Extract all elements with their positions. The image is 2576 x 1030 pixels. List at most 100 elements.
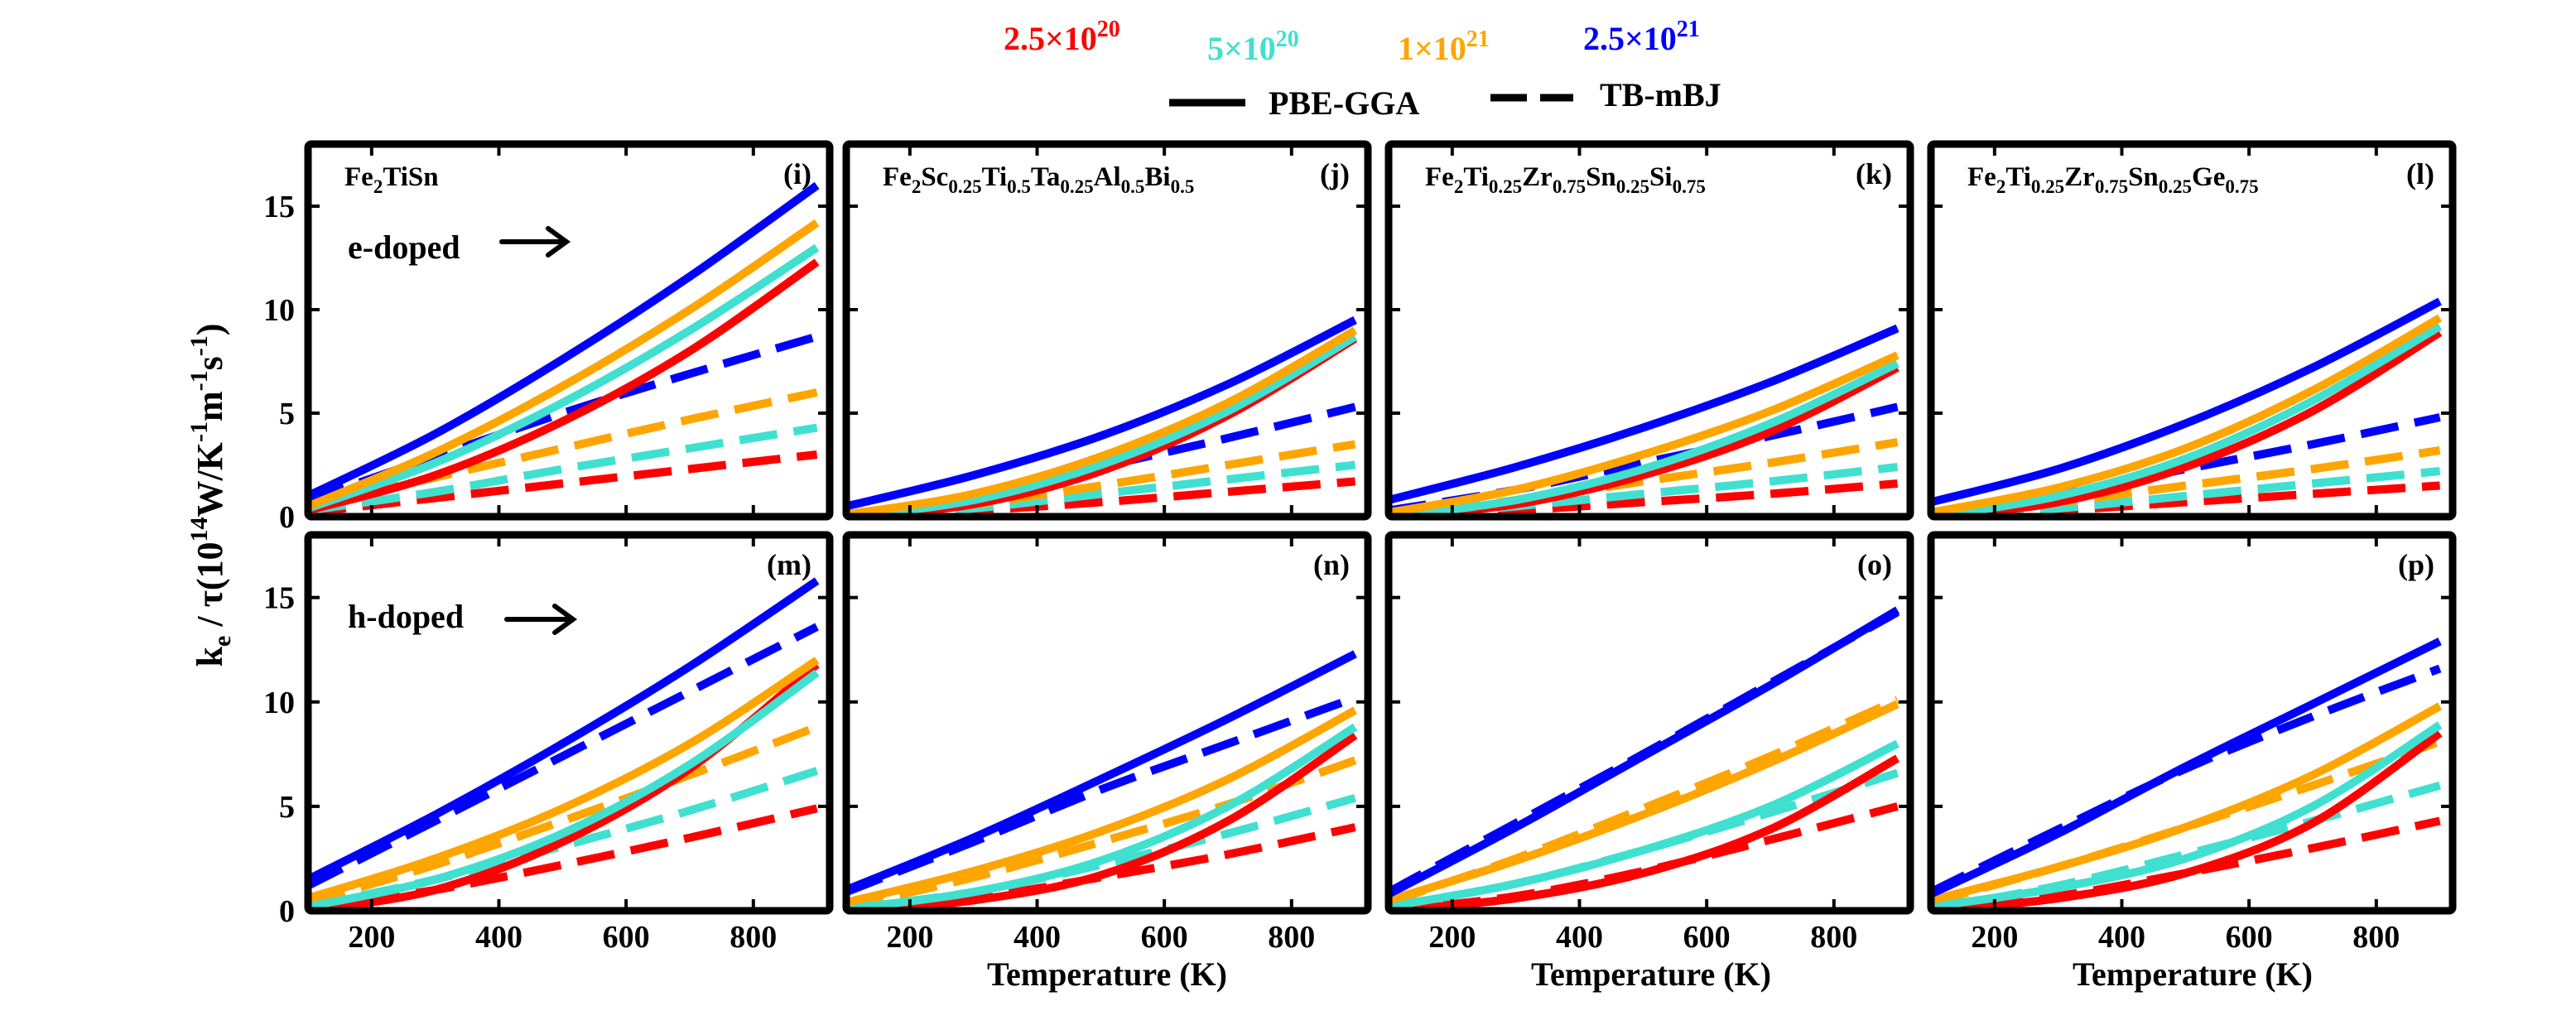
x-tick-label: 800: [1810, 920, 1857, 955]
series-line: [308, 181, 820, 500]
series-line: [1931, 329, 2443, 517]
panel-title: Fe2Sc0.25Ti0.5Ta0.25Al0.5Bi0.5: [883, 162, 1194, 197]
series-line: [308, 450, 818, 517]
x-tick-label: 600: [2226, 920, 2273, 955]
legend: 2.5×1020 5×1020 1×1021 2.5×1021 PBE-GGA …: [1004, 17, 1721, 122]
y-tick-label: 10: [263, 293, 295, 328]
panel-frame: [842, 140, 1372, 521]
x-tick-label: 200: [1428, 920, 1476, 955]
series-line: [1389, 359, 1899, 517]
series-line: [1931, 721, 2443, 911]
series-group: [1931, 638, 2443, 911]
series-line: [1931, 314, 2443, 517]
y-tick-label: 15: [263, 581, 295, 616]
panel-p: 200 400 600 800 (p): [1927, 531, 2457, 955]
panel-title: Fe2Ti0.25Zr0.75Sn0.25Ge0.75: [1967, 162, 2259, 197]
series-line: [846, 723, 1358, 911]
row-label-bottom: h-doped: [348, 598, 578, 635]
series-line: [846, 731, 1358, 911]
series-line: [308, 623, 819, 890]
series-line: [1931, 729, 2443, 911]
panel-tag: (o): [1857, 548, 1892, 581]
series-line: [1389, 351, 1899, 517]
series-line: [1389, 324, 1899, 504]
series-line: [308, 669, 820, 911]
x-tick-label: 400: [1014, 920, 1061, 955]
panel-title: Fe2Ti0.25Zr0.75Sn0.25Si0.75: [1425, 162, 1706, 197]
panel-m: 200 400 600 800 0 5 10 15 (m): [263, 531, 834, 955]
series-line: [1931, 322, 2443, 517]
series-line: [1389, 739, 1899, 911]
series-line: [308, 243, 820, 513]
x-tick-label: 800: [1268, 920, 1315, 955]
panel-l: (l) Fe2Ti0.25Zr0.75Sn0.25Ge0.75: [1927, 140, 2457, 521]
series-line: [1931, 297, 2442, 507]
series-group: [308, 181, 820, 517]
series-group: [1389, 606, 1900, 911]
panel-tag: (p): [2398, 548, 2434, 581]
x-axis-label-o: Temperature (K): [1531, 955, 1771, 993]
x-axis-label-p: Temperature (K): [2073, 955, 2313, 993]
panel-frame: [1927, 531, 2457, 915]
y-tick-label: 15: [263, 190, 295, 224]
panel-o: 200 400 600 800 (o): [1384, 531, 1914, 955]
panel-tag: (j): [1320, 157, 1350, 190]
series-group: [1389, 324, 1899, 517]
y-axis-label: ke / τ(1014W/K-1m-1s-1): [185, 324, 236, 667]
panel-frame: [304, 531, 834, 915]
series-line: [846, 326, 1358, 517]
series-line: [308, 577, 820, 883]
x-tick-label: 200: [1971, 920, 2018, 955]
y-tick-label: 5: [279, 790, 295, 825]
x-tick-label: 600: [1141, 920, 1188, 955]
panels: 0 5 10 15 (i) Fe2TiSn (j) Fe2Sc0.25Ti0.5Ta0.25A…: [263, 140, 2457, 955]
series-line: [1389, 754, 1900, 911]
series-line: [308, 258, 820, 515]
arrow-right-icon: [504, 604, 578, 635]
panel-j: (j) Fe2Sc0.25Ti0.5Ta0.25Al0.5Bi0.5: [842, 140, 1372, 521]
series-line: [846, 706, 1357, 907]
row-label-h-doped: h-doped: [348, 598, 464, 635]
x-tick-label: 400: [1556, 920, 1603, 955]
x-tick-label: 800: [2352, 920, 2400, 955]
legend-method-pbe: PBE-GGA: [1269, 84, 1419, 122]
x-tick-label: 400: [475, 920, 522, 955]
series-group: [308, 577, 820, 911]
series-line: [308, 423, 818, 515]
row-label-top: e-doped: [348, 226, 571, 266]
legend-conc-3: 1×1021: [1398, 26, 1490, 67]
x-tick-label: 200: [886, 920, 933, 955]
panel-frame: [1927, 140, 2457, 521]
legend-conc-4: 2.5×1021: [1583, 17, 1700, 57]
x-tick-label: 400: [2098, 920, 2145, 955]
legend-conc-1: 2.5×1020: [1004, 17, 1120, 57]
panel-frame: [842, 531, 1372, 915]
panel-tag: (k): [1856, 157, 1892, 190]
legend-method-tbmbj: TB-mBJ: [1600, 76, 1721, 113]
panel-tag: (m): [767, 548, 811, 581]
panel-n: 200 400 600 800 (n): [842, 531, 1372, 955]
series-line: [1389, 606, 1900, 898]
series-group: [846, 650, 1358, 911]
panel-frame: [1384, 531, 1914, 915]
series-line: [308, 219, 820, 511]
panel-tag: (n): [1313, 548, 1350, 581]
y-tick-label: 5: [279, 397, 295, 431]
x-tick-label: 600: [603, 920, 650, 955]
x-axis-label-n: Temperature (K): [987, 955, 1227, 993]
series-line: [846, 333, 1358, 517]
series-group: [1931, 297, 2443, 517]
series-line: [1931, 781, 2441, 911]
row-label-e-doped: e-doped: [348, 229, 460, 266]
x-tick-label: 200: [348, 920, 395, 955]
panel-tag: (l): [2406, 157, 2434, 190]
series-line: [846, 650, 1357, 894]
series-line: [1389, 768, 1899, 911]
legend-conc-2: 5×1020: [1207, 26, 1299, 67]
panel-title: Fe2TiSn: [344, 162, 439, 197]
arrow-right-icon: [499, 226, 571, 258]
x-tick-label: 600: [1683, 920, 1731, 955]
x-tick-label: 800: [729, 920, 777, 955]
y-tick-label: 0: [279, 894, 295, 929]
